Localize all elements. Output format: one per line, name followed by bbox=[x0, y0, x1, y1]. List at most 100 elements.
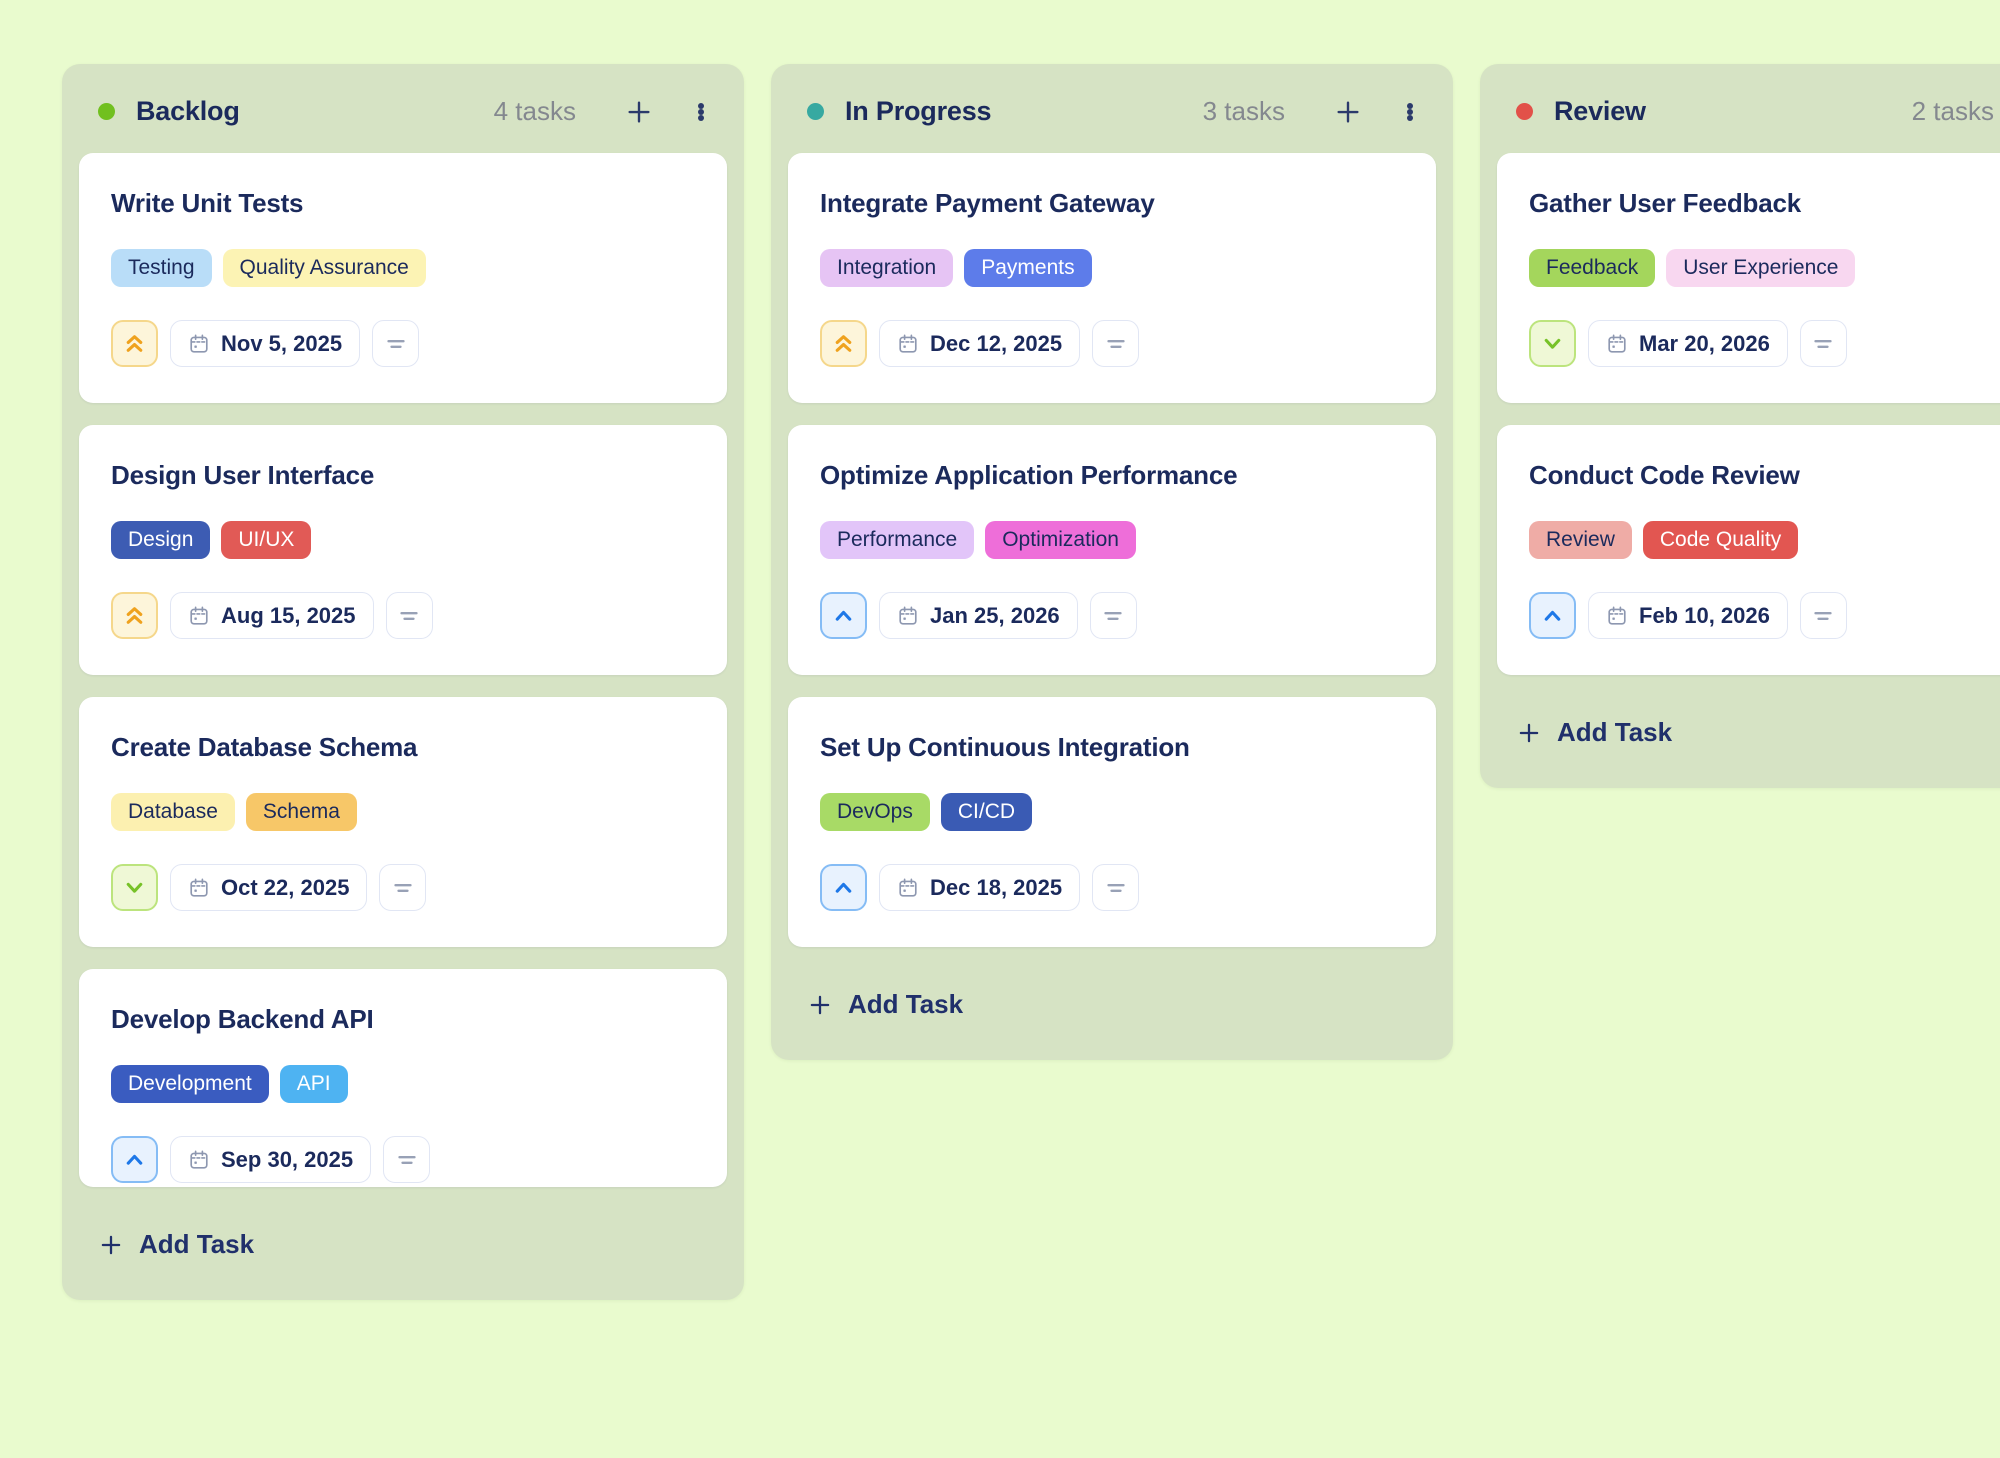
column-title: Backlog bbox=[136, 96, 240, 126]
task-tag: Performance bbox=[820, 521, 975, 559]
priority-badge bbox=[820, 592, 867, 639]
add-task-button[interactable]: Add Task bbox=[1480, 675, 2000, 788]
task-tag: Code Quality bbox=[1642, 521, 1799, 559]
text-lines-icon bbox=[1104, 876, 1128, 900]
task-list: Write Unit Tests Testing Quality Assuranc… bbox=[62, 153, 744, 1187]
task-meta-row: Jan 25, 2026 bbox=[820, 592, 1404, 639]
task-card[interactable]: Integrate Payment Gateway Integration Pay… bbox=[788, 153, 1436, 403]
due-date-badge: Dec 12, 2025 bbox=[879, 320, 1081, 367]
description-indicator bbox=[372, 320, 420, 367]
task-card[interactable]: Design User Interface Design UI/UX bbox=[79, 425, 727, 675]
column-menu-button[interactable] bbox=[1407, 102, 1413, 121]
due-date-badge: Mar 20, 2026 bbox=[1588, 320, 1788, 367]
task-tags: Development API bbox=[111, 1065, 695, 1103]
task-card[interactable]: Write Unit Tests Testing Quality Assuranc… bbox=[79, 153, 727, 403]
add-task-label: Add Task bbox=[848, 989, 964, 1019]
task-meta-row: Feb 10, 2026 bbox=[1529, 592, 2000, 639]
calendar-icon bbox=[188, 605, 210, 627]
task-list: Gather User Feedback Feedback User Experi… bbox=[1480, 153, 2000, 675]
task-tag: Optimization bbox=[985, 521, 1136, 559]
task-card[interactable]: Conduct Code Review Review Code Quality bbox=[1497, 425, 2000, 675]
due-date-label: Dec 12, 2025 bbox=[930, 330, 1063, 356]
task-card[interactable]: Create Database Schema Database Schema bbox=[79, 697, 727, 947]
task-tag: Schema bbox=[245, 793, 357, 831]
due-date-badge: Feb 10, 2026 bbox=[1588, 592, 1788, 639]
description-indicator bbox=[1092, 320, 1140, 367]
column-backlog: Backlog 4 tasks Write Unit Tests Testing… bbox=[62, 64, 744, 1300]
task-list: Integrate Payment Gateway Integration Pay… bbox=[771, 153, 1453, 947]
column-menu-button[interactable] bbox=[698, 102, 704, 121]
calendar-icon bbox=[188, 333, 210, 355]
task-tag: Payments bbox=[964, 249, 1092, 287]
add-card-button[interactable] bbox=[1333, 97, 1363, 127]
task-tag: Testing bbox=[111, 249, 212, 287]
task-title: Write Unit Tests bbox=[111, 188, 304, 218]
chevron-up-icon bbox=[1540, 603, 1565, 628]
task-card[interactable]: Set Up Continuous Integration DevOps CI/C… bbox=[788, 697, 1436, 947]
text-lines-icon bbox=[1101, 604, 1125, 628]
task-tags: Feedback User Experience bbox=[1529, 249, 2000, 287]
add-task-label: Add Task bbox=[139, 1229, 255, 1259]
calendar-icon bbox=[897, 605, 919, 627]
text-lines-icon bbox=[395, 1148, 419, 1172]
task-tag: CI/CD bbox=[940, 793, 1033, 831]
task-card[interactable]: Develop Backend API Development API bbox=[79, 969, 727, 1187]
due-date-label: Aug 15, 2025 bbox=[221, 602, 356, 628]
description-indicator bbox=[385, 592, 433, 639]
description-indicator bbox=[379, 864, 427, 911]
kanban-board: Backlog 4 tasks Write Unit Tests Testing… bbox=[62, 64, 2000, 1300]
priority-badge bbox=[111, 1136, 158, 1183]
plus-icon bbox=[1516, 720, 1542, 746]
column-task-count: 3 tasks bbox=[1202, 96, 1285, 126]
priority-badge bbox=[111, 864, 158, 911]
task-tags: Testing Quality Assurance bbox=[111, 249, 695, 287]
chevron-up-icon bbox=[122, 1147, 147, 1172]
due-date-label: Dec 18, 2025 bbox=[930, 874, 1063, 900]
task-title: Create Database Schema bbox=[111, 732, 418, 762]
due-date-badge: Dec 18, 2025 bbox=[879, 864, 1081, 911]
due-date-label: Sep 30, 2025 bbox=[221, 1146, 354, 1172]
task-tags: DevOps CI/CD bbox=[820, 793, 1404, 831]
chevrons-up-icon bbox=[122, 331, 147, 356]
plus-icon bbox=[1333, 97, 1363, 127]
add-task-button[interactable]: Add Task bbox=[771, 947, 1453, 1060]
task-tag: Database bbox=[111, 793, 235, 831]
task-card[interactable]: Optimize Application Performance Perform… bbox=[788, 425, 1436, 675]
column-title: In Progress bbox=[845, 96, 992, 126]
task-tags: Performance Optimization bbox=[820, 521, 1404, 559]
chevron-up-icon bbox=[831, 875, 856, 900]
task-tags: Integration Payments bbox=[820, 249, 1404, 287]
priority-badge bbox=[1529, 592, 1576, 639]
task-tag: Feedback bbox=[1529, 249, 1656, 287]
task-title: Develop Backend API bbox=[111, 1004, 374, 1034]
add-card-button[interactable] bbox=[624, 97, 654, 127]
description-indicator bbox=[1799, 320, 1847, 367]
column-header: Backlog 4 tasks bbox=[62, 64, 744, 153]
priority-badge bbox=[111, 320, 158, 367]
task-title: Design User Interface bbox=[111, 460, 375, 490]
text-lines-icon bbox=[384, 332, 408, 356]
task-tag: Integration bbox=[820, 249, 954, 287]
column-status-dot bbox=[1516, 103, 1533, 120]
calendar-icon bbox=[188, 1149, 210, 1171]
task-meta-row: Nov 5, 2025 bbox=[111, 320, 695, 367]
kebab-icon bbox=[698, 102, 704, 121]
description-indicator bbox=[383, 1136, 431, 1183]
chevrons-up-icon bbox=[831, 331, 856, 356]
description-indicator bbox=[1089, 592, 1137, 639]
due-date-label: Jan 25, 2026 bbox=[930, 602, 1060, 628]
task-card[interactable]: Gather User Feedback Feedback User Experi… bbox=[1497, 153, 2000, 403]
add-task-button[interactable]: Add Task bbox=[62, 1187, 744, 1300]
text-lines-icon bbox=[391, 876, 415, 900]
column-task-count: 2 tasks bbox=[1911, 96, 1994, 126]
add-task-label: Add Task bbox=[1557, 717, 1673, 747]
task-tag: API bbox=[279, 1065, 348, 1103]
chevrons-up-icon bbox=[122, 603, 147, 628]
task-tag: User Experience bbox=[1666, 249, 1856, 287]
chevron-up-icon bbox=[831, 603, 856, 628]
task-tag: DevOps bbox=[820, 793, 930, 831]
task-meta-row: Mar 20, 2026 bbox=[1529, 320, 2000, 367]
column-header: Review 2 tasks bbox=[1480, 64, 2000, 153]
task-tag: Review bbox=[1529, 521, 1632, 559]
column-title: Review bbox=[1554, 96, 1646, 126]
